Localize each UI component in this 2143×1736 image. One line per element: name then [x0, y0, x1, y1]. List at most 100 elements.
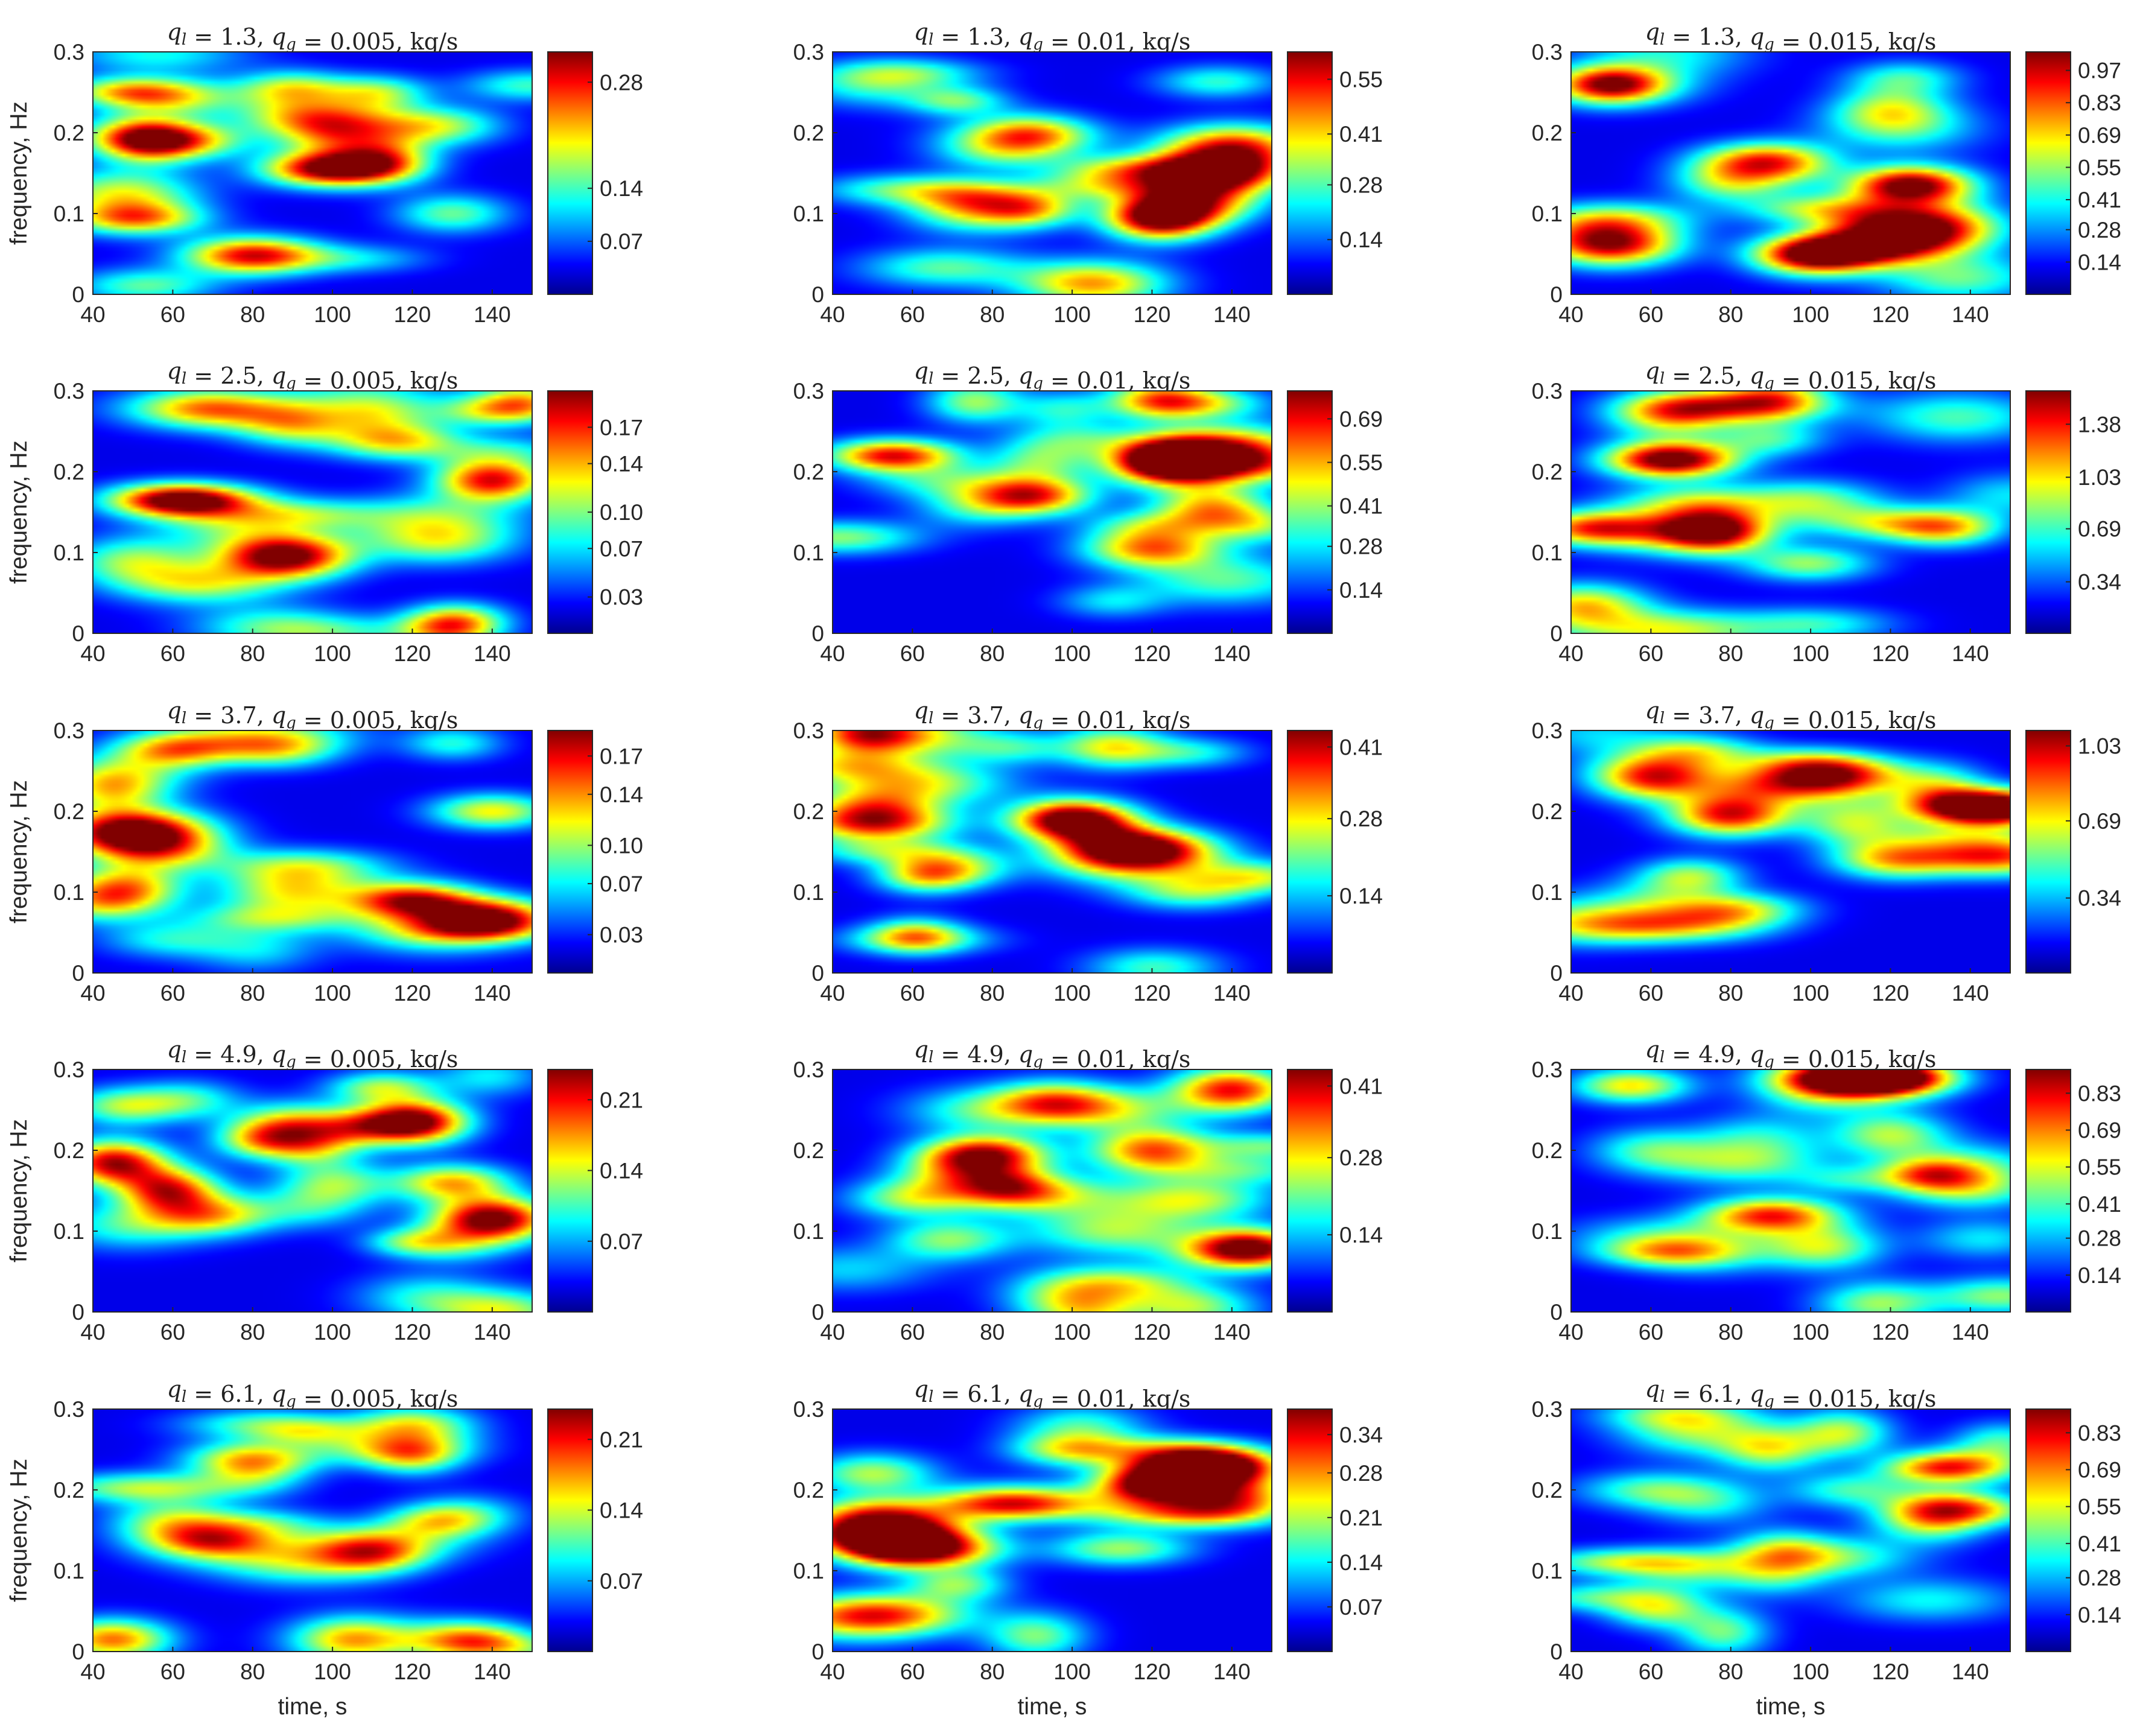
- colorbar-tick-label: 0.55: [2078, 1495, 2121, 1519]
- y-tick-label: 0.2: [1532, 121, 1563, 145]
- x-tick-label: 120: [394, 1659, 431, 1684]
- y-tick-label: 0.1: [1532, 1219, 1563, 1244]
- colorbar-tick-label: 0.14: [600, 1498, 643, 1523]
- x-tick-label: 140: [474, 981, 511, 1006]
- colorbar-tick-label: 0.14: [2078, 250, 2121, 274]
- x-tick-label: 140: [1952, 1659, 1989, 1684]
- x-tick-label: 120: [1872, 981, 1910, 1006]
- x-tick-label: 120: [394, 981, 431, 1006]
- x-tick-label: 60: [160, 981, 185, 1006]
- x-tick-label: 40: [80, 641, 105, 666]
- subplot: ql = 6.1, qg = 0.015, kg/s 40 60 80 100 120 14…: [1532, 1376, 2121, 1720]
- subplot: ql = 1.3, qg = 0.015, kg/s 40 60 80 100 120 14…: [1532, 19, 2121, 327]
- colorbar: [2025, 730, 2071, 974]
- subplot: ql = 3.7, qg = 0.01, kg/s 40 60 80 100 120 140…: [793, 697, 1383, 1006]
- heatmap-image: [833, 730, 1272, 973]
- x-tick-label: 60: [160, 1659, 185, 1684]
- colorbar-tick-label: 0.69: [1339, 407, 1383, 431]
- y-tick-label: 0: [72, 1300, 84, 1325]
- x-tick-label: 80: [1718, 981, 1743, 1006]
- x-tick-label: 100: [1792, 1659, 1829, 1684]
- y-axis-label: frequency, Hz: [6, 440, 32, 584]
- y-tick-label: 0.1: [54, 1559, 84, 1583]
- heatmap-image: [1571, 1069, 2010, 1312]
- subplot: ql = 2.5, qg = 0.005, kg/s 40 60 80 100 120 14…: [6, 358, 643, 666]
- plot-frame: [92, 390, 533, 634]
- y-tick-label: 0.1: [793, 201, 824, 226]
- heatmap-image: [93, 391, 532, 633]
- x-tick-label: 100: [314, 1320, 351, 1345]
- x-tick-label: 80: [1718, 1320, 1743, 1345]
- plot-frame: [832, 1069, 1272, 1313]
- y-tick-label: 0.2: [54, 460, 84, 484]
- colorbar-tick-label: 0.41: [2078, 1192, 2121, 1217]
- colorbar-tick-label: 0.28: [1339, 1461, 1383, 1486]
- x-tick-label: 100: [1053, 981, 1091, 1006]
- colorbar-tick-label: 1.03: [2078, 465, 2121, 490]
- y-tick-label: 0: [72, 282, 84, 307]
- colorbar-tick-label: 0.03: [600, 585, 643, 610]
- colorbar: [547, 390, 593, 634]
- colorbar-tick-label: 0.07: [600, 1569, 643, 1594]
- colorbar-tick-label: 0.97: [2078, 59, 2121, 83]
- colorbar: [2025, 1069, 2071, 1313]
- y-tick-label: 0.3: [793, 718, 824, 743]
- y-tick-label: 0.1: [1532, 540, 1563, 565]
- plot-frame: [1570, 1408, 2011, 1652]
- subplot-title: ql = 2.5, qg = 0.005, kg/s: [167, 358, 459, 394]
- x-tick-label: 140: [474, 302, 511, 327]
- colorbar-tick-label: 0.14: [2078, 1603, 2121, 1627]
- y-tick-label: 0.2: [793, 1138, 824, 1163]
- colorbar: [2025, 51, 2071, 295]
- colorbar-tick-label: 0.55: [1339, 451, 1383, 475]
- colorbar-tick-label: 0.28: [2078, 1226, 2121, 1251]
- plot-frame: [832, 390, 1272, 634]
- colorbar: [547, 51, 593, 295]
- y-tick-label: 0.3: [793, 1397, 824, 1422]
- y-tick-label: 0: [72, 1639, 84, 1664]
- x-tick-label: 40: [80, 302, 105, 327]
- y-axis-label: frequency, Hz: [6, 101, 32, 245]
- x-tick-label: 120: [1872, 641, 1910, 666]
- colorbar: [2025, 390, 2071, 634]
- x-tick-label: 40: [820, 641, 845, 666]
- x-tick-label: 40: [820, 302, 845, 327]
- y-tick-label: 0: [1550, 282, 1563, 307]
- x-tick-label: 80: [240, 1659, 265, 1684]
- x-tick-label: 120: [1134, 641, 1171, 666]
- x-tick-label: 40: [1558, 302, 1583, 327]
- subplot-title: ql = 3.7, qg = 0.005, kg/s: [167, 697, 459, 733]
- colorbar-tick-label: 0.07: [600, 872, 643, 896]
- colorbar-tick-label: 0.28: [1339, 1145, 1383, 1170]
- subplot: ql = 4.9, qg = 0.005, kg/s 40 60 80 100 120 14…: [6, 1036, 643, 1345]
- x-tick-label: 100: [314, 302, 351, 327]
- x-axis-label: time, s: [1018, 1694, 1087, 1720]
- x-tick-label: 140: [1952, 302, 1989, 327]
- colorbar-tick-label: 0.41: [1339, 735, 1383, 759]
- y-tick-label: 0: [72, 621, 84, 646]
- x-tick-label: 80: [980, 1320, 1005, 1345]
- colorbar-tick-label: 0.69: [2078, 1118, 2121, 1143]
- colorbar-tick-label: 0.14: [1339, 578, 1383, 603]
- y-tick-label: 0: [72, 961, 84, 986]
- x-tick-label: 60: [1639, 1659, 1663, 1684]
- x-tick-label: 140: [1213, 1320, 1251, 1345]
- colorbar: [1287, 730, 1333, 974]
- colorbar-tick-label: 0.83: [2078, 1081, 2121, 1106]
- x-tick-label: 120: [1872, 1320, 1910, 1345]
- subplot: ql = 3.7, qg = 0.005, kg/s 40 60 80 100 120 14…: [6, 697, 643, 1006]
- x-tick-label: 60: [1639, 1320, 1663, 1345]
- x-tick-label: 140: [474, 1320, 511, 1345]
- colorbar-tick-label: 0.21: [600, 1427, 643, 1452]
- colorbar-tick-label: 0.10: [600, 500, 643, 525]
- y-tick-label: 0.1: [1532, 1559, 1563, 1583]
- subplot: ql = 6.1, qg = 0.005, kg/s 40 60 80 100 120 14…: [6, 1376, 643, 1720]
- plot-frame: [832, 51, 1272, 295]
- colorbar-tick-label: 0.07: [600, 1229, 643, 1254]
- plot-frame: [92, 51, 533, 295]
- y-tick-label: 0.3: [54, 1057, 84, 1082]
- colorbar-tick-label: 0.41: [2078, 188, 2121, 212]
- subplot: ql = 6.1, qg = 0.01, kg/s 40 60 80 100 120 140…: [793, 1376, 1383, 1720]
- colorbar-tick-label: 0.17: [600, 744, 643, 768]
- x-tick-label: 120: [394, 641, 431, 666]
